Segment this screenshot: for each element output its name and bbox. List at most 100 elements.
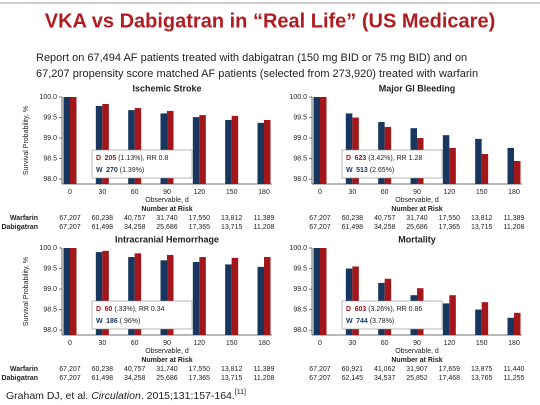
- at-risk-value: 60,238: [342, 215, 364, 222]
- y-tick-label: 99.5: [293, 265, 307, 272]
- annotation-count: 270: [106, 167, 118, 174]
- annotation-line: D 205 (1.13%), RR 0.8: [96, 155, 168, 162]
- at-risk-value: 13,812: [221, 366, 243, 373]
- bar: [102, 250, 109, 335]
- bar: [63, 97, 70, 184]
- annotation-rest: (3.42%), RR 1.28: [368, 155, 422, 162]
- annotation-rest: (3.78%): [370, 318, 395, 325]
- annotation-count: 623: [355, 155, 367, 162]
- chart-title: Intracranial Hemorrhage: [115, 234, 219, 244]
- annotation-box: [341, 149, 443, 179]
- at-risk-value: 67,207: [309, 215, 331, 222]
- y-tick-label: 99.0: [43, 135, 57, 142]
- at-risk-value: 31,740: [156, 366, 178, 373]
- bar: [167, 110, 174, 184]
- bar: [167, 254, 174, 335]
- y-tick-label: 100.0: [39, 245, 57, 252]
- bar: [70, 97, 77, 184]
- x-tick-label: 60: [381, 340, 389, 347]
- annotation-line: W 270 (1.39%): [96, 167, 144, 174]
- annotation-line: W 186 (.96%): [96, 318, 140, 325]
- bar: [345, 113, 353, 184]
- at-risk-row-label: Warfarin: [10, 366, 38, 373]
- bar: [320, 97, 327, 184]
- annotation-count: 60: [105, 306, 113, 313]
- x-axis-label: Observable, d: [145, 197, 189, 204]
- y-tick-label: 100.0: [39, 94, 57, 101]
- at-risk-value: 67,207: [309, 366, 331, 373]
- x-tick-label: 90: [163, 340, 171, 347]
- at-risk-value: 25,686: [156, 224, 178, 231]
- x-axis-label: Observable, d: [145, 348, 189, 355]
- x-tick-label: 120: [193, 340, 205, 347]
- annotation-count: 603: [355, 306, 367, 313]
- at-risk-value: 67,207: [59, 375, 81, 382]
- at-risk-value: 17,365: [189, 224, 211, 231]
- bar: [192, 261, 200, 335]
- y-tick-label: 98.0: [43, 176, 57, 183]
- bar: [134, 108, 142, 184]
- at-risk-value: 11,208: [254, 375, 275, 382]
- y-tick-label: 98.5: [43, 306, 57, 313]
- at-risk-value: 31,740: [406, 215, 428, 222]
- at-risk-value: 13,715: [221, 224, 243, 231]
- bar: [481, 302, 489, 335]
- x-tick-label: 0: [318, 340, 322, 347]
- at-risk-value: 34,258: [124, 224, 146, 231]
- at-risk-value: 11,389: [254, 215, 275, 222]
- x-tick-label: 30: [98, 189, 106, 196]
- x-tick-label: 180: [258, 340, 270, 347]
- bar: [70, 248, 77, 335]
- chart-title: Ischemic Stroke: [132, 83, 201, 93]
- x-axis-label: Observable, d: [395, 197, 439, 204]
- y-tick-label: 98.5: [293, 155, 307, 162]
- bar: [257, 122, 264, 184]
- at-risk-value: 67,207: [309, 375, 331, 382]
- bar: [95, 106, 103, 184]
- x-tick-label: 90: [413, 189, 421, 196]
- x-tick-label: 180: [258, 189, 270, 196]
- at-risk-title: Number at Risk: [391, 206, 442, 213]
- x-tick-label: 150: [476, 189, 488, 196]
- at-risk-value: 11,208: [254, 224, 275, 231]
- annotation-rest: (1.13%), RR 0.8: [118, 155, 168, 162]
- bar: [507, 147, 514, 184]
- bar: [199, 115, 206, 184]
- chart-title: Major GI Bleeding: [379, 83, 456, 93]
- annotation-line: D 60 (.33%), RR 0.34: [96, 306, 165, 313]
- annotation-count: 513: [356, 167, 368, 174]
- annotation-line: W 513 (2.65%): [346, 167, 394, 174]
- x-tick-label: 60: [381, 189, 389, 196]
- x-tick-label: 150: [226, 189, 238, 196]
- bar: [449, 147, 456, 184]
- bar: [442, 303, 450, 335]
- at-risk-value: 67,207: [309, 224, 331, 231]
- at-risk-value: 17,550: [189, 366, 211, 373]
- x-tick-label: 30: [348, 189, 356, 196]
- at-risk-value: 17,365: [189, 375, 211, 382]
- at-risk-row-label: Dabigatran: [1, 224, 38, 231]
- annotation-rest: (.96%): [120, 318, 141, 325]
- at-risk-value: 61,498: [342, 224, 364, 231]
- annotation-box: [91, 300, 193, 330]
- at-risk-value: 11,208: [504, 224, 525, 231]
- x-axis-label: Observable, d: [395, 348, 439, 355]
- at-risk-value: 25,686: [156, 375, 178, 382]
- bar: [514, 312, 521, 335]
- x-tick-label: 60: [131, 189, 139, 196]
- at-risk-value: 40,757: [374, 215, 396, 222]
- at-risk-value: 34,537: [374, 375, 396, 382]
- at-risk-value: 17,550: [189, 215, 211, 222]
- x-tick-label: 90: [163, 189, 171, 196]
- at-risk-value: 40,757: [124, 366, 146, 373]
- at-risk-value: 41,062: [374, 366, 396, 373]
- bar: [160, 260, 167, 335]
- citation-part: . 2015;131:157-164.: [141, 390, 235, 402]
- bar: [225, 119, 232, 184]
- y-tick-label: 98.5: [293, 306, 307, 313]
- at-risk-value: 60,921: [342, 366, 364, 373]
- citation-ref: [11]: [235, 389, 246, 396]
- bar: [320, 248, 327, 335]
- y-axis-label: Survival Probability, %: [23, 106, 30, 175]
